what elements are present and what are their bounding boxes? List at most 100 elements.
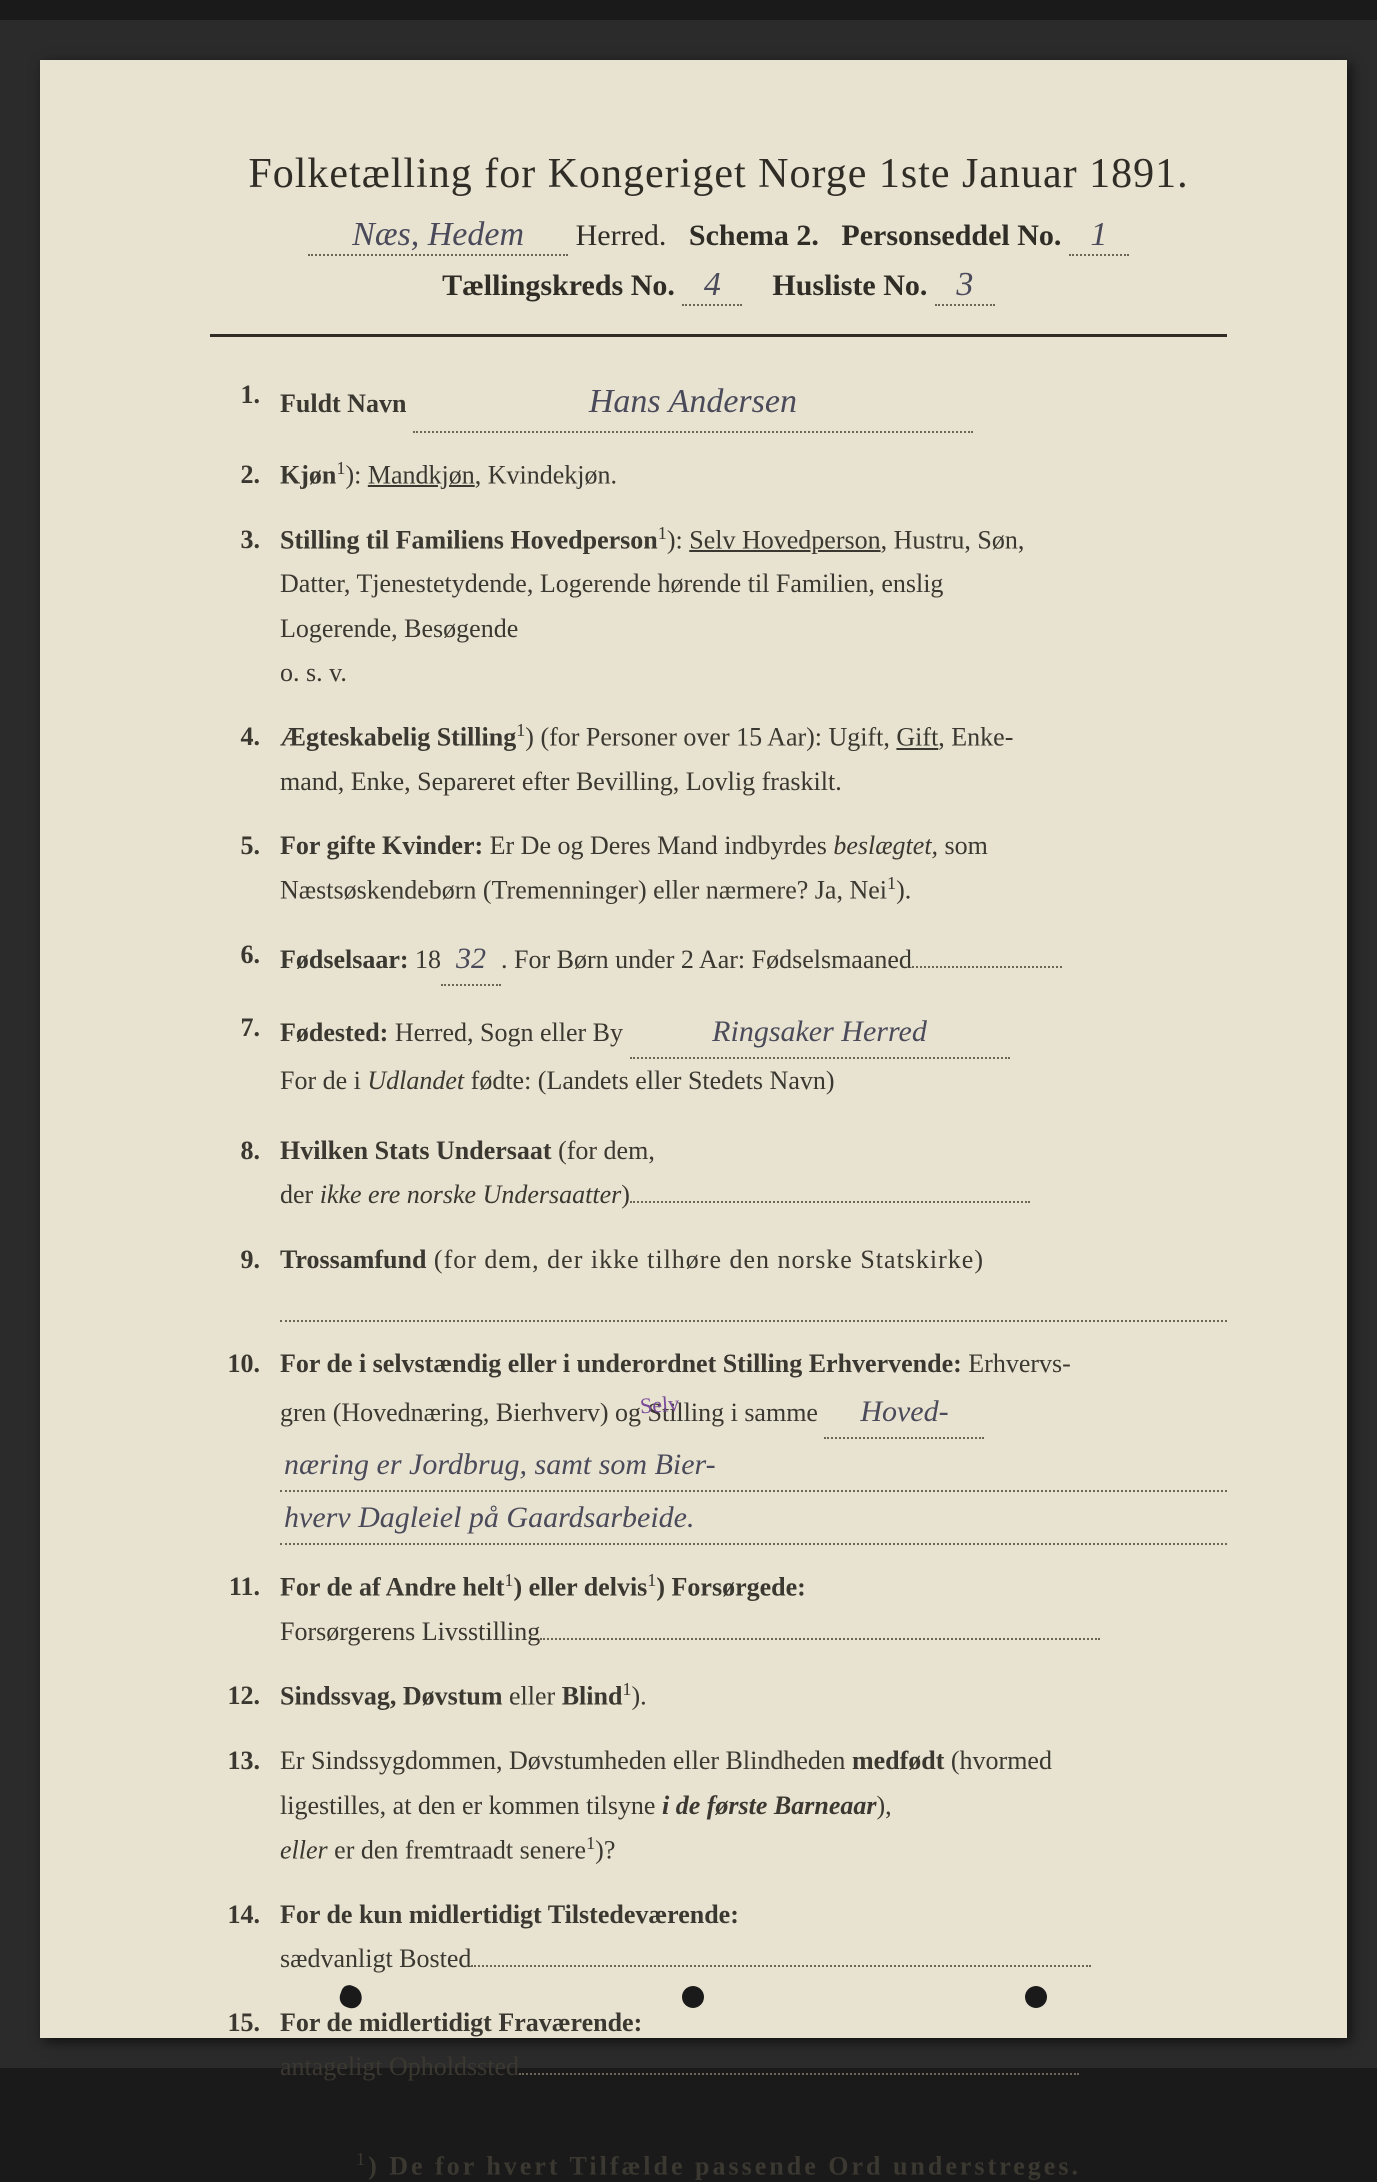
item-9-label: Trossamfund [280, 1245, 426, 1274]
herred-handwritten: Næs, Hedem [308, 216, 568, 256]
item-11-mid: ) eller delvis [513, 1573, 647, 1602]
item-9-content: Trossamfund (for dem, der ikke tilhøre d… [280, 1238, 1227, 1323]
header-line-3: Tællingskreds No. 4 Husliste No. 3 [210, 266, 1227, 306]
item-7-text1: Herred, Sogn eller By [388, 1018, 623, 1047]
item-13-line2b: ), [876, 1791, 891, 1820]
punch-holes [40, 1986, 1347, 2008]
item-10-stamp: Selv [639, 1385, 681, 1425]
item-5-line2a: Næstsøskendebørn (Tremenninger) eller næ… [280, 876, 887, 905]
footnote: 1) De for hvert Tilfælde passende Ord un… [210, 2149, 1227, 2182]
item-4-paren: ) (for Personer over 15 Aar): Ugift, [525, 723, 896, 752]
item-15-fill [519, 2073, 1079, 2075]
item-6-prefix: 18 [409, 945, 442, 974]
item-5: 5. For gifte Kvinder: Er De og Deres Man… [210, 824, 1227, 913]
item-3-label: Stilling til Familiens Hovedperson [280, 525, 658, 554]
item-5-label: For gifte Kvinder: [280, 831, 483, 860]
item-9-text: (for dem, der ikke tilhøre den norske St… [426, 1245, 984, 1274]
item-10-hw1: Hoved- [824, 1386, 984, 1439]
item-13-line3b: er den fremtraadt senere [328, 1835, 586, 1864]
item-15-content: For de midlertidigt Fraværende: antageli… [280, 2001, 1227, 2089]
item-4-sup: 1 [516, 720, 525, 740]
item-14-fill [471, 1965, 1091, 1967]
item-2: 2. Kjøn1): Mandkjøn, Kvindekjøn. [210, 453, 1227, 498]
item-13: 13. Er Sindssygdommen, Døvstumheden elle… [210, 1739, 1227, 1872]
personseddel-no: 1 [1069, 216, 1129, 256]
item-4-line2: mand, Enke, Separeret efter Bevilling, L… [280, 767, 842, 796]
divider-rule [210, 334, 1227, 337]
item-3-selected: Selv Hovedperson [689, 525, 880, 554]
item-12-sup: 1 [622, 1679, 631, 1699]
item-9-fill [280, 1286, 1227, 1322]
item-8-label: Hvilken Stats Undersaat [280, 1136, 552, 1165]
item-10-content: For de i selvstændig eller i underordnet… [280, 1342, 1227, 1545]
item-5-sup: 1 [887, 873, 896, 893]
item-5-num: 5. [210, 824, 280, 868]
item-3-line4: o. s. v. [280, 658, 347, 687]
item-6: 6. Fødselsaar: 1832. For Børn under 2 Aa… [210, 933, 1227, 986]
item-12-content: Sindssvag, Døvstum eller Blind1). [280, 1674, 1227, 1719]
item-10-num: 10. [210, 1342, 280, 1386]
item-13-line3c: )? [595, 1835, 615, 1864]
item-8-num: 8. [210, 1129, 280, 1173]
item-7-line2a: For de i [280, 1066, 367, 1095]
item-7-em: Udlandet [367, 1066, 464, 1095]
footnote-text: ) De for hvert Tilfælde passende Ord und… [368, 2152, 1081, 2181]
header-line-2: Næs, Hedem Herred. Schema 2. Personsedde… [210, 216, 1227, 256]
hole-mid [682, 1986, 704, 2008]
item-1-value: Hans Andersen [413, 373, 973, 433]
item-2-text: ): [345, 460, 367, 489]
item-14-label: For de kun midlertidigt Tilstedeværende: [280, 1900, 739, 1929]
item-3-line2: Datter, Tjenestetydende, Logerende høren… [280, 569, 943, 598]
item-10-hw2: næring er Jordbrug, samt som Bier- [280, 1439, 1227, 1492]
item-11-num: 11. [210, 1565, 280, 1609]
item-14: 14. For de kun midlertidigt Tilstedevære… [210, 1893, 1227, 1981]
item-8-content: Hvilken Stats Undersaat (for dem, der ik… [280, 1129, 1227, 1217]
item-7-num: 7. [210, 1006, 280, 1050]
item-2-label: Kjøn [280, 460, 336, 489]
census-form-paper: Folketælling for Kongeriget Norge 1ste J… [40, 60, 1347, 2038]
scan-frame: Folketælling for Kongeriget Norge 1ste J… [0, 20, 1377, 2068]
item-5-text1: Er De og Deres Mand indbyrdes [483, 831, 833, 860]
item-4-rest1: , Enke- [938, 723, 1013, 752]
item-4-label: Ægteskabelig Stilling [280, 723, 516, 752]
item-14-line2: sædvanligt Bosted [280, 1944, 471, 1973]
header-block: Folketælling for Kongeriget Norge 1ste J… [210, 150, 1227, 306]
item-7-label: Fødested: [280, 1018, 388, 1047]
item-3-num: 3. [210, 518, 280, 562]
item-2-rest: , Kvindekjøn. [475, 460, 617, 489]
item-15-label: For de midlertidigt Fraværende: [280, 2008, 642, 2037]
item-3-rest1: , Hustru, Søn, [881, 525, 1025, 554]
hole-left [337, 1983, 365, 2011]
item-15-line2: antageligt Opholdssted [280, 2052, 519, 2081]
main-title: Folketælling for Kongeriget Norge 1ste J… [210, 150, 1227, 198]
item-11: 11. For de af Andre helt1) eller delvis1… [210, 1565, 1227, 1654]
item-2-content: Kjøn1): Mandkjøn, Kvindekjøn. [280, 453, 1227, 498]
item-10: 10. For de i selvstændig eller i underor… [210, 1342, 1227, 1545]
item-10-line2: gren (Hovednæring, Bierhverv) og Stillin… [280, 1398, 818, 1427]
item-3-sup: 1 [658, 523, 667, 543]
item-6-fill [912, 966, 1062, 968]
item-7-content: Fødested: Herred, Sogn eller By Ringsake… [280, 1006, 1227, 1103]
herred-label: Herred. [576, 219, 667, 252]
item-2-num: 2. [210, 453, 280, 497]
item-3-content: Stilling til Familiens Hovedperson1): Se… [280, 518, 1227, 695]
item-3: 3. Stilling til Familiens Hovedperson1):… [210, 518, 1227, 695]
schema-label: Schema 2. [689, 219, 819, 252]
item-10-hw3: hverv Dagleiel på Gaardsarbeide. [280, 1492, 1227, 1545]
item-5-content: For gifte Kvinder: Er De og Deres Mand i… [280, 824, 1227, 913]
item-1-num: 1. [210, 373, 280, 417]
item-8-fill [630, 1201, 1030, 1203]
item-4-content: Ægteskabelig Stilling1) (for Personer ov… [280, 715, 1227, 804]
item-11-fill [540, 1638, 1100, 1640]
item-13-sup: 1 [586, 1833, 595, 1853]
item-10-text1: Erhvervs- [962, 1349, 1071, 1378]
item-13-line3a: eller [280, 1835, 328, 1864]
item-13-line2a: ligestilles, at den er kommen tilsyne [280, 1791, 662, 1820]
item-13-bold1: medfødt [852, 1746, 944, 1775]
item-12: 12. Sindssvag, Døvstum eller Blind1). [210, 1674, 1227, 1719]
husliste-label: Husliste No. [772, 269, 927, 302]
husliste-no: 3 [935, 266, 995, 306]
item-12-num: 12. [210, 1674, 280, 1718]
item-8-line2b: ) [621, 1180, 630, 1209]
hole-right [1025, 1986, 1047, 2008]
